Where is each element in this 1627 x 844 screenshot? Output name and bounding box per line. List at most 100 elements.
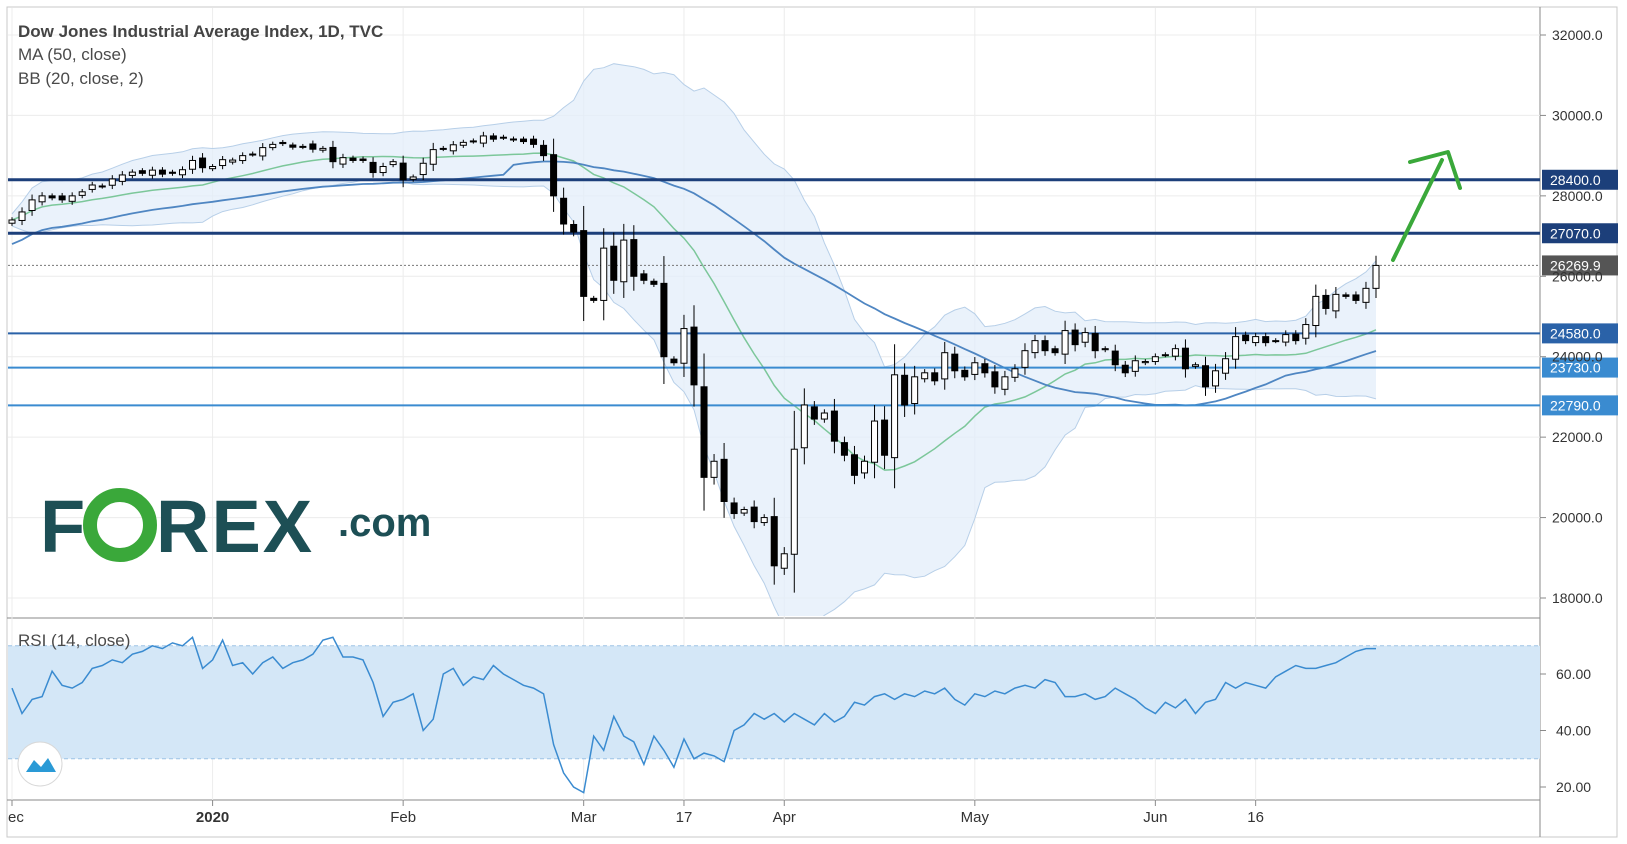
candle [710,454,718,485]
candle [931,368,939,386]
rsi-line [11,636,1376,794]
candle [209,164,217,172]
candle [941,341,949,390]
moving-averages [11,152,1377,471]
logo-suffix: .com [338,501,431,545]
bb-lower-line [11,178,1377,616]
candle [289,142,297,150]
level-label: 23730.0 [1550,360,1601,376]
candle [509,136,517,143]
grid-lines [8,8,1540,800]
candle [98,183,106,189]
candle [299,143,307,150]
candle [429,142,437,171]
candle [1051,345,1059,356]
ma-indicator-label: MA (50, close) [18,45,127,64]
candle [128,169,136,179]
candle [660,256,668,384]
candle [449,141,457,155]
candle [1282,330,1290,347]
candle [1212,363,1220,393]
rsi-band [8,645,1540,759]
time-tick-label: Apr [773,809,796,826]
candle [1322,289,1330,315]
candle [1252,332,1260,347]
candle [1191,362,1199,369]
candle [459,139,467,148]
candle [1201,356,1210,396]
chart-frame [6,6,1618,838]
candle [680,314,688,377]
cloud-icon [26,758,56,772]
candle [800,388,808,465]
candle [1141,359,1149,366]
candle [369,157,377,178]
candle [630,225,638,291]
rsi-indicator-label: RSI (14, close) [18,631,130,650]
time-tick-label: Jun [1143,809,1167,826]
candle [650,278,658,288]
candle [670,356,678,366]
candle [319,145,327,153]
bb-indicator-label: BB (20, close, 2) [18,69,144,88]
svg-text:REX: REX [156,485,314,568]
candle [1091,325,1099,359]
candle [780,547,788,575]
candle [921,369,929,383]
candle [1021,343,1029,375]
time-tick-label: 2020 [196,809,229,826]
price-tick-label: 28000.0 [1552,188,1603,204]
candle [750,500,758,529]
candle [178,166,187,179]
price-tick-label: 22000.0 [1552,429,1603,445]
candle [901,363,909,417]
candle [229,157,237,165]
candle [730,497,738,519]
candle [590,295,598,303]
candle [740,506,748,516]
tradingview-badge[interactable] [17,741,63,787]
level-tag [1542,323,1618,344]
svg-text:F: F [40,485,87,568]
price-axis-labels: 32000.0 30000.0 28000.0 26000.0 24000.0 22000… [1540,27,1603,795]
candle [1161,352,1169,358]
candle [409,174,417,182]
candle [199,153,207,173]
candle [48,193,56,201]
forex-logo: F REX .com [40,485,431,568]
candle [830,398,838,454]
candle [1031,334,1039,359]
candle [1171,344,1179,361]
candle [1041,335,1049,356]
candle [38,192,46,206]
candle [269,141,277,151]
rsi-pane [8,636,1540,794]
candle [1101,346,1109,353]
level-label: 22790.0 [1550,397,1601,413]
candle [239,152,247,164]
time-tick-label: Mar [571,809,597,826]
candle [189,155,197,174]
level-label: 28400.0 [1550,172,1601,188]
candle [1011,364,1019,382]
candle [1342,292,1350,299]
time-tick-label: Feb [390,809,416,826]
bb-upper-line [11,63,1377,368]
candle [118,171,126,186]
level-tag [1542,395,1618,416]
candle [1262,332,1270,347]
candle [600,228,608,321]
candle [1001,370,1009,396]
candle [279,139,287,147]
candle [8,217,16,226]
candle [399,155,407,188]
candle [28,194,36,216]
candle [58,192,66,203]
candle [770,497,778,585]
rsi-tick-label: 20.00 [1556,779,1591,795]
candle [499,134,507,140]
candle [610,232,618,294]
candle [580,205,588,322]
candle [389,159,397,168]
